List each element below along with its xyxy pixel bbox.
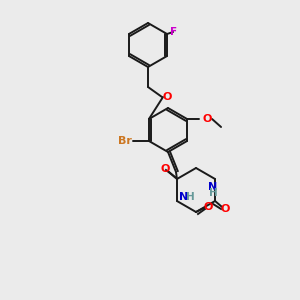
Text: H: H bbox=[186, 192, 194, 202]
Text: N: N bbox=[179, 192, 189, 202]
Text: H: H bbox=[209, 188, 218, 198]
Text: N: N bbox=[208, 182, 218, 192]
Text: O: O bbox=[203, 202, 213, 212]
Text: F: F bbox=[170, 27, 178, 37]
Text: O: O bbox=[202, 114, 212, 124]
Text: O: O bbox=[162, 92, 172, 102]
Text: O: O bbox=[160, 164, 170, 174]
Text: Br: Br bbox=[118, 136, 132, 146]
Text: O: O bbox=[220, 204, 230, 214]
